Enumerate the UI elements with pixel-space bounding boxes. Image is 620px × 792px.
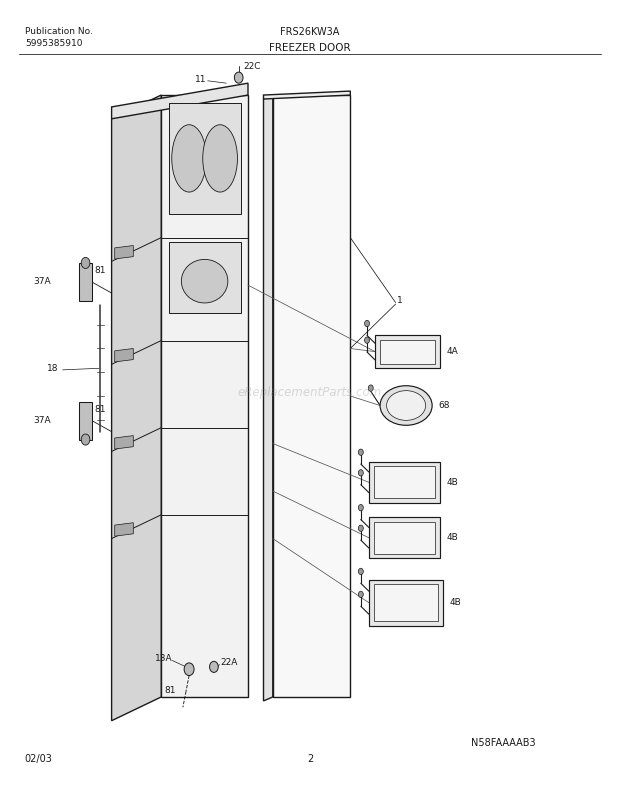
Polygon shape [115,523,133,536]
Text: 81: 81 [94,405,106,414]
Text: 4B: 4B [450,598,461,607]
Text: 5995385910: 5995385910 [25,39,82,48]
Circle shape [365,337,370,344]
Polygon shape [169,242,241,313]
Text: 1: 1 [397,296,402,306]
Text: eReplacementParts.com: eReplacementParts.com [238,386,382,398]
Ellipse shape [387,390,425,421]
Text: 13A: 13A [155,654,172,664]
Circle shape [368,385,373,391]
Text: 81: 81 [164,686,176,695]
Polygon shape [374,466,435,498]
Text: Publication No.: Publication No. [25,27,92,36]
Polygon shape [369,462,440,503]
Circle shape [184,663,194,676]
Text: 37A: 37A [33,277,50,287]
Circle shape [358,591,363,598]
Circle shape [365,320,370,326]
Text: 81: 81 [94,266,106,276]
Text: 2: 2 [307,754,313,763]
Ellipse shape [182,260,228,303]
Text: FREEZER DOOR: FREEZER DOOR [269,43,351,52]
Bar [79,402,92,440]
Polygon shape [374,584,438,621]
Polygon shape [169,103,241,214]
Ellipse shape [203,125,237,192]
Circle shape [358,449,363,455]
Circle shape [358,470,363,476]
Ellipse shape [380,386,432,425]
Text: 4B: 4B [446,478,458,487]
Bar [79,263,92,301]
Circle shape [81,257,90,268]
Text: FRS26KW3A: FRS26KW3A [280,27,340,36]
Polygon shape [112,83,248,119]
Polygon shape [115,348,133,362]
Polygon shape [273,95,350,697]
Polygon shape [115,436,133,449]
Polygon shape [264,95,273,701]
Circle shape [234,72,243,83]
Text: N58FAAAAB3: N58FAAAAB3 [471,738,536,748]
Text: 22C: 22C [244,62,261,71]
Polygon shape [112,95,161,721]
Text: 11: 11 [195,74,207,84]
Ellipse shape [172,125,206,192]
Circle shape [210,661,218,672]
Circle shape [358,569,363,575]
Circle shape [358,505,363,511]
Polygon shape [375,335,440,368]
Polygon shape [374,522,435,554]
Polygon shape [161,95,248,697]
Text: 4B: 4B [446,533,458,543]
Polygon shape [264,91,350,99]
Text: 22A: 22A [220,658,237,668]
Text: 68: 68 [438,401,450,410]
Text: 18: 18 [46,364,58,373]
Polygon shape [369,580,443,626]
Circle shape [81,434,90,445]
Polygon shape [115,246,133,259]
Polygon shape [369,517,440,558]
Text: 02/03: 02/03 [25,754,53,763]
Polygon shape [380,340,435,364]
Circle shape [358,525,363,531]
Text: 37A: 37A [33,416,50,425]
Text: 4A: 4A [446,347,458,356]
